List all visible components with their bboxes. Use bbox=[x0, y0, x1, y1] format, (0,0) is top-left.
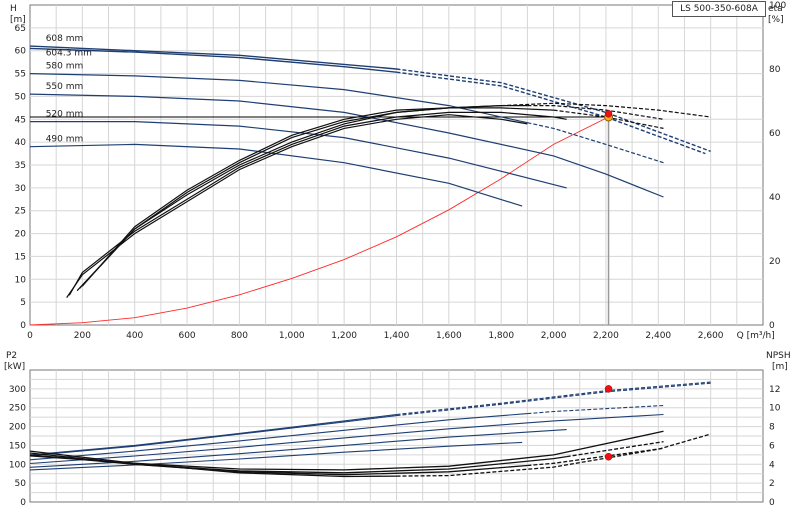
head-curve-label: 608 mm bbox=[46, 34, 84, 44]
npsh-curve bbox=[29, 454, 567, 474]
y2-right-tick-label: 0 bbox=[769, 498, 775, 508]
efficiency-curve bbox=[81, 105, 502, 287]
y-left-tick-label: 15 bbox=[15, 252, 26, 262]
y-right-tick-label: 80 bbox=[769, 65, 781, 75]
y-left-tick-label: 10 bbox=[15, 275, 27, 285]
y-left-tick-label: 50 bbox=[15, 92, 27, 102]
y2-right-axis-label: NPSH bbox=[766, 351, 791, 361]
y2-right-tick-label: 10 bbox=[769, 404, 781, 414]
head-curve-dashed bbox=[396, 71, 706, 155]
y2-right-tick-label: 6 bbox=[769, 441, 775, 451]
x-tick-label: 2,000 bbox=[541, 331, 567, 341]
y2-left-tick-label: 250 bbox=[9, 404, 26, 414]
power-curve-dashed bbox=[396, 381, 711, 416]
head-curve-label: 550 mm bbox=[46, 82, 84, 92]
y-left-tick-label: 55 bbox=[15, 70, 26, 80]
y2-left-axis-unit: [kW] bbox=[4, 362, 25, 372]
grid-lines bbox=[30, 5, 763, 502]
y-right-axis-unit: [%] bbox=[768, 15, 784, 25]
y-right-tick-label: 60 bbox=[769, 129, 781, 139]
npsh-curve bbox=[29, 450, 397, 478]
npsh-curve-dashed bbox=[396, 433, 711, 477]
y-right-axis-label: eta bbox=[768, 4, 783, 14]
head-curve bbox=[29, 45, 397, 70]
head-curve bbox=[29, 47, 397, 73]
y-left-tick-label: 60 bbox=[15, 47, 27, 57]
npsh-curve-dashed bbox=[527, 447, 664, 467]
npsh-curve-dashed bbox=[566, 441, 664, 458]
y-left-tick-label: 45 bbox=[15, 115, 26, 125]
y2-left-tick-label: 200 bbox=[9, 423, 26, 433]
x-tick-label: 1,000 bbox=[279, 331, 305, 341]
head-curve-label: 580 mm bbox=[46, 62, 84, 72]
head-curve bbox=[29, 143, 523, 207]
head-curve-label: 520 mm bbox=[46, 110, 84, 120]
power-curve-dashed bbox=[527, 404, 664, 415]
y-left-axis-unit: [m] bbox=[10, 15, 26, 25]
y2-left-tick-label: 300 bbox=[9, 385, 26, 395]
head-curve-label: 490 mm bbox=[46, 135, 84, 145]
model-label: LS 500-350-608A bbox=[672, 1, 766, 17]
y-right-tick-label: 40 bbox=[769, 193, 781, 203]
head-curve-dashed bbox=[396, 68, 711, 152]
power-curve bbox=[29, 413, 664, 465]
x-axis-label: Q [m³/h] bbox=[737, 331, 775, 341]
x-tick-label: 1,400 bbox=[384, 331, 410, 341]
y-left-tick-label: 30 bbox=[15, 184, 27, 194]
y-left-tick-label: 65 bbox=[15, 24, 26, 34]
y-right-tick-label: 0 bbox=[769, 321, 775, 331]
y-left-axis-label: H bbox=[10, 4, 17, 14]
head-curve bbox=[30, 121, 567, 189]
efficiency-curve-dashed bbox=[527, 105, 664, 120]
y2-right-tick-label: 8 bbox=[769, 423, 775, 433]
y-left-tick-label: 35 bbox=[15, 161, 26, 171]
y-right-tick-label: 100 bbox=[769, 1, 786, 11]
y2-right-tick-label: 4 bbox=[769, 460, 775, 470]
power-curve bbox=[29, 413, 528, 461]
y-left-tick-label: 5 bbox=[20, 298, 26, 308]
x-tick-label: 1,600 bbox=[436, 331, 462, 341]
y-left-tick-label: 25 bbox=[15, 207, 26, 217]
efficiency-curve-dashed bbox=[501, 102, 711, 118]
npsh-point-marker bbox=[604, 452, 613, 461]
x-tick-label: 1,200 bbox=[331, 331, 357, 341]
y-right-tick-label: 20 bbox=[769, 257, 781, 267]
power-point-marker bbox=[604, 385, 613, 393]
y2-left-tick-label: 0 bbox=[20, 498, 26, 508]
head-curve-label: 604.3 mm bbox=[46, 48, 92, 58]
power-curve bbox=[29, 415, 397, 457]
power-curve bbox=[29, 441, 523, 471]
y-left-tick-label: 0 bbox=[20, 321, 26, 331]
y-left-tick-label: 20 bbox=[15, 230, 27, 240]
y2-left-tick-label: 100 bbox=[9, 460, 26, 470]
x-tick-label: 800 bbox=[231, 331, 248, 341]
y2-left-tick-label: 150 bbox=[9, 441, 26, 451]
y-left-tick-label: 40 bbox=[15, 138, 27, 148]
y2-right-tick-label: 2 bbox=[769, 479, 775, 489]
x-tick-label: 1,800 bbox=[488, 331, 514, 341]
y2-right-tick-label: 12 bbox=[769, 385, 780, 395]
x-tick-label: 200 bbox=[74, 331, 91, 341]
power-curve bbox=[29, 413, 397, 456]
efficiency-curve-dashed bbox=[553, 109, 664, 129]
y2-left-axis-label: P2 bbox=[6, 351, 17, 361]
head-curve-dashed bbox=[527, 122, 664, 164]
y2-right-axis-unit: [m] bbox=[772, 362, 788, 372]
efficiency-point-marker bbox=[604, 110, 613, 118]
power-curve-dashed bbox=[396, 382, 711, 417]
x-tick-label: 2,200 bbox=[593, 331, 619, 341]
x-tick-label: 600 bbox=[178, 331, 195, 341]
efficiency-curve bbox=[76, 107, 554, 292]
y2-left-tick-label: 50 bbox=[15, 479, 27, 489]
head-curve bbox=[29, 93, 664, 198]
x-tick-label: 400 bbox=[126, 331, 143, 341]
x-tick-label: 0 bbox=[27, 331, 33, 341]
npsh-curve bbox=[29, 430, 664, 471]
x-tick-label: 2,600 bbox=[698, 331, 724, 341]
x-tick-label: 2,400 bbox=[645, 331, 671, 341]
